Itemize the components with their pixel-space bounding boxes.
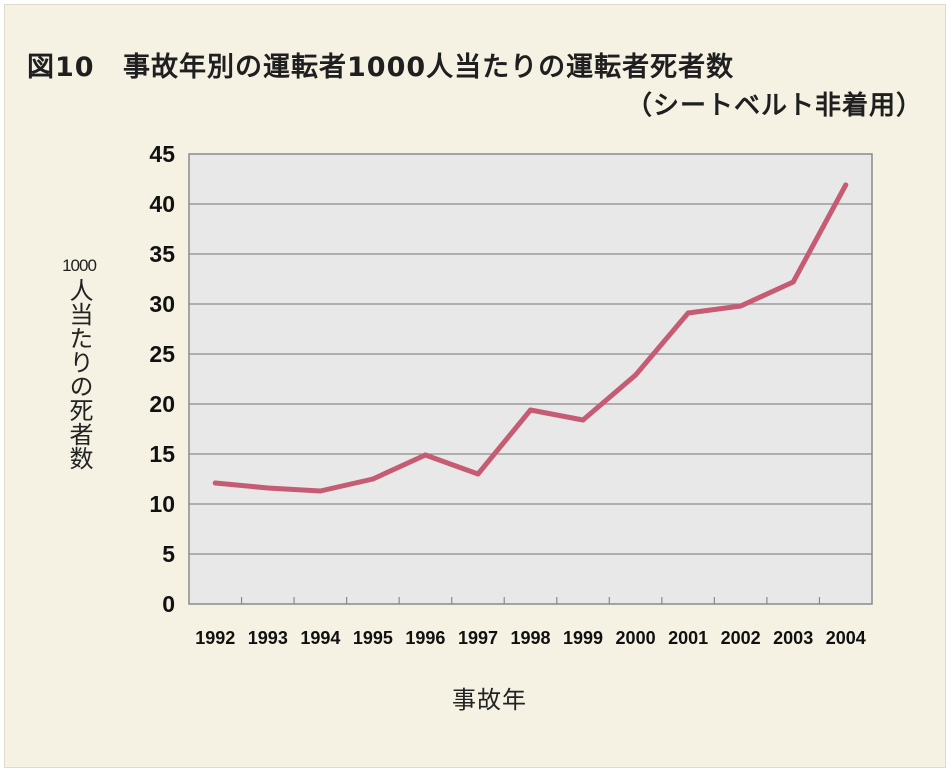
data-point [370,476,376,482]
x-tick-label: 2000 [616,628,656,648]
chart-title: 事故年別の運転者1000人当たりの運転者死者数 [123,52,735,83]
x-axis-label: 事故年 [452,686,527,714]
x-tick-label: 2001 [668,628,708,648]
x-tick-label: 1998 [510,628,550,648]
x-tick-label: 1995 [353,628,393,648]
x-axis-ticks: 1992 1993 1994 1995 1996 1997 1998 1999 2000 2001… [195,597,866,648]
x-tick-label: 1993 [248,628,288,648]
y-tick-label: 30 [149,291,175,317]
plot-background [188,153,873,605]
data-point [212,480,218,486]
data-point [738,303,744,309]
x-tick-label: 1994 [300,628,340,648]
y-axis-label: 1000 人当たりの死者数 [56,256,102,470]
x-tick-label: 1996 [405,628,445,648]
data-point [475,471,481,477]
y-tick-label: 15 [149,441,175,467]
data-point [843,182,849,188]
x-tick-label: 2003 [773,628,813,648]
x-tick-label: 2004 [826,628,866,648]
gridlines [189,203,872,555]
y-axis-ticks: 0 5 10 15 20 25 30 35 40 45 [149,141,175,617]
plot-area [188,153,873,605]
y-tick-label: 40 [149,191,175,217]
data-point [580,417,586,423]
y-tick-label: 5 [162,541,175,567]
y-tick-label: 25 [149,341,175,367]
y-tick-label: 10 [149,491,175,517]
x-tick-label: 1997 [458,628,498,648]
x-tick-label: 1999 [563,628,603,648]
y-tick-label: 0 [162,591,175,617]
series-layer [212,182,849,494]
x-tick-label: 2002 [721,628,761,648]
figure-number: 図10 [27,52,95,83]
y-axis-label-text: 人当たりの死者数 [65,278,93,470]
data-point [528,407,533,413]
y-tick-label: 20 [149,391,175,417]
y-tick-label: 45 [149,141,175,167]
data-point [790,279,796,285]
data-point [422,452,428,458]
y-axis-label-number: 1000 [62,256,97,275]
x-tick-label: 1992 [195,628,235,648]
data-point [633,372,639,378]
data-point [317,488,323,494]
data-point [265,485,271,491]
data-point [685,310,691,316]
chart-subtitle: （シートベルト非着用） [625,91,923,121]
y-tick-label: 35 [149,241,175,267]
